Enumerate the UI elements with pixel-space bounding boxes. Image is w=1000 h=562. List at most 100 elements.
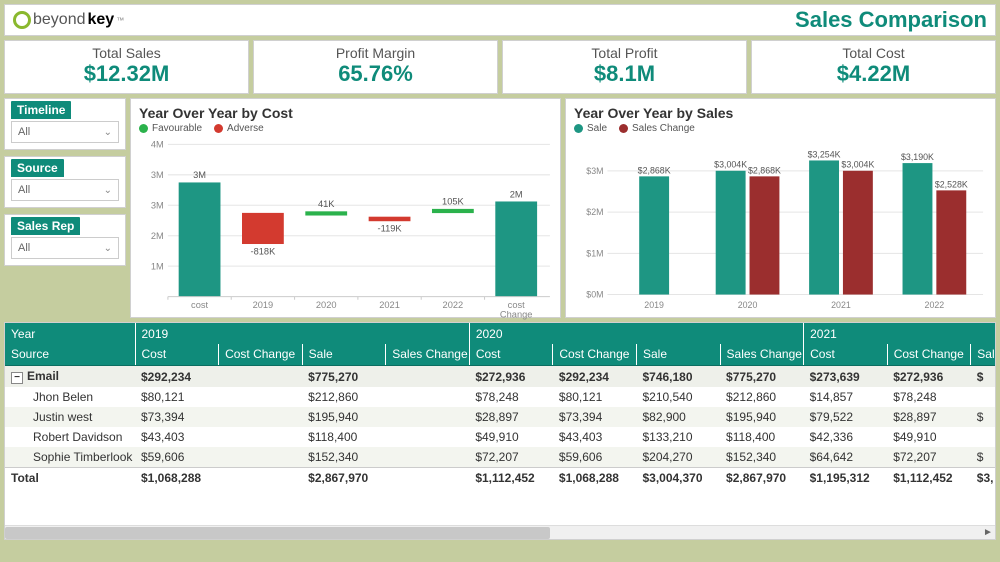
table-row[interactable]: Sophie Timberlook$59,606$152,340$72,207$… [5,447,995,468]
cell [971,387,995,407]
slicer-value: All [18,126,30,138]
cell: $1,112,452 [469,468,553,489]
subcol-header: Cost Change [219,344,303,366]
cell [386,468,470,489]
kpi-value: 65.76% [254,61,497,87]
brand-part2: key [88,11,115,29]
svg-text:$3M: $3M [586,166,603,176]
subcol-header: Cost [135,344,219,366]
svg-text:2020: 2020 [316,300,337,310]
cell: $273,639 [804,366,888,388]
year-col: 2019 [135,323,469,344]
slicer-value: All [18,242,30,254]
cost-chart-card[interactable]: Year Over Year by Cost Favourable Advers… [130,98,561,318]
kpi-value: $8.1M [503,61,746,87]
cell: $80,121 [553,387,637,407]
cell: $204,270 [636,447,720,468]
subcol-header: Cost [804,344,888,366]
table-row[interactable]: Robert Davidson$43,403$118,400$49,910$43… [5,427,995,447]
svg-text:2019: 2019 [253,300,274,310]
cell: $3, [971,468,995,489]
kpi-value: $12.32M [5,61,248,87]
svg-text:$3,004K: $3,004K [841,160,874,170]
kpi-total-cost: Total Cost $4.22M [751,40,996,94]
svg-text:Change: Change [500,310,533,320]
scroll-right-icon[interactable]: ► [981,526,995,540]
cell [219,387,303,407]
subcol-header: Sales Change [386,344,470,366]
row-name: Justin west [5,407,135,427]
svg-text:$2,868K: $2,868K [748,165,781,175]
cell [386,387,470,407]
kpi-label: Total Sales [5,45,248,61]
subcol-header: Sale [302,344,386,366]
cell: $59,606 [135,447,219,468]
cell: $210,540 [636,387,720,407]
cell: $43,403 [553,427,637,447]
svg-text:$3,254K: $3,254K [808,149,841,159]
table-row[interactable]: Justin west$73,394$195,940$28,897$73,394… [5,407,995,427]
chevron-down-icon: ⌄ [104,243,112,254]
svg-text:2019: 2019 [644,300,664,310]
chevron-down-icon: ⌄ [104,127,112,138]
slicer-dropdown-source[interactable]: All ⌄ [11,179,119,201]
legend-label: Favourable [152,123,202,134]
subcol-header: Cost Change [887,344,971,366]
slicer-dropdown-timeline[interactable]: All ⌄ [11,121,119,143]
row-name: −Email [5,366,135,388]
collapse-icon[interactable]: − [11,372,23,384]
cell [386,407,470,427]
page-title: Sales Comparison [795,7,987,33]
cell: $72,207 [887,447,971,468]
svg-text:$0M: $0M [586,289,603,299]
year-col: 2020 [469,323,803,344]
table-row[interactable]: −Email$292,234$775,270$272,936$292,234$7… [5,366,995,388]
cell: $212,860 [302,387,386,407]
cell: $118,400 [302,427,386,447]
cell: $775,270 [720,366,804,388]
kpi-label: Total Cost [752,45,995,61]
cell: $59,606 [553,447,637,468]
cell: $ [971,407,995,427]
slicer-title: Source [11,159,64,179]
legend-swatch-icon [139,124,148,133]
legend-swatch-icon [214,124,223,133]
kpi-total-sales: Total Sales $12.32M [4,40,249,94]
cell: $292,234 [553,366,637,388]
slicer-dropdown-sales-rep[interactable]: All ⌄ [11,237,119,259]
pivot-table[interactable]: Year201920202021 SourceCostCost ChangeSa… [4,322,996,540]
svg-text:$2M: $2M [586,207,603,217]
horizontal-scrollbar[interactable]: ◄ ► [5,525,995,539]
source-header: Source [5,344,135,366]
chevron-down-icon: ⌄ [104,185,112,196]
kpi-row: Total Sales $12.32M Profit Margin 65.76%… [4,40,996,94]
cell: $195,940 [302,407,386,427]
cell: $49,910 [887,427,971,447]
kpi-label: Profit Margin [254,45,497,61]
legend-label: Adverse [227,123,264,134]
table-row[interactable]: Total$1,068,288$2,867,970$1,112,452$1,06… [5,468,995,489]
cell: $272,936 [887,366,971,388]
cell: $ [971,447,995,468]
cell [386,447,470,468]
svg-text:$1M: $1M [586,248,603,258]
subcol-header: Cost Change [553,344,637,366]
svg-text:2021: 2021 [379,300,400,310]
table-row[interactable]: Jhon Belen$80,121$212,860$78,248$80,121$… [5,387,995,407]
legend-label: Sales Change [632,123,695,134]
sales-chart-body: $0M$1M$2M$3M$2,868K2019$3,004K$2,868K202… [574,136,987,315]
svg-text:3M: 3M [151,200,164,210]
cell: $775,270 [302,366,386,388]
scrollbar-thumb[interactable] [5,527,550,539]
cell: $2,867,970 [720,468,804,489]
kpi-label: Total Profit [503,45,746,61]
svg-text:2021: 2021 [831,300,851,310]
row-name: Total [5,468,135,489]
cell: $72,207 [469,447,553,468]
svg-text:3M: 3M [193,170,206,180]
cell: $1,068,288 [135,468,219,489]
sales-chart-card[interactable]: Year Over Year by Sales Sale Sales Chang… [565,98,996,318]
cell: $28,897 [469,407,553,427]
cell: $152,340 [720,447,804,468]
slicer-value: All [18,184,30,196]
